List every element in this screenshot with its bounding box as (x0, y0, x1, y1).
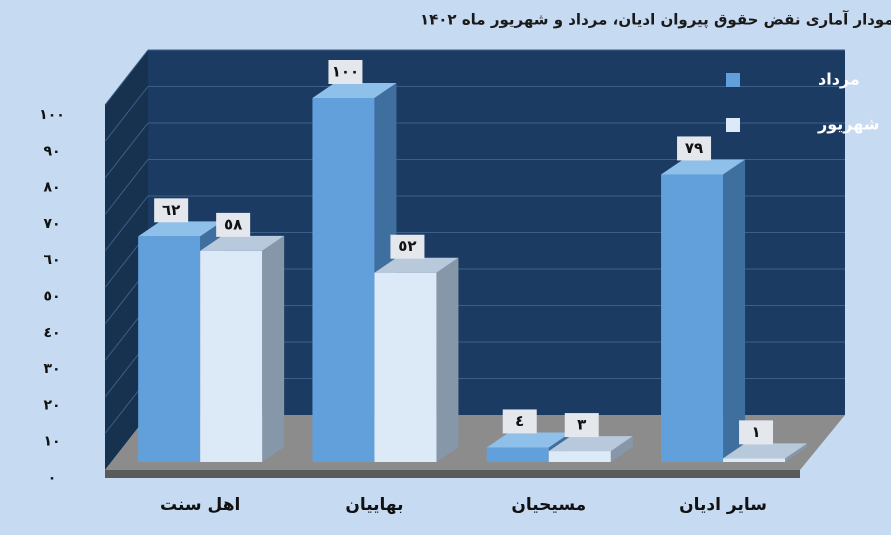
floor-edge (105, 470, 800, 478)
side-grid-line (104, 195, 149, 252)
x-tick-label: سایر ادیان (679, 495, 767, 515)
bar (661, 174, 724, 462)
legend-swatch (726, 118, 740, 132)
bar-top (312, 83, 397, 98)
bar-side (262, 235, 285, 462)
x-tick-label: اهل سنت (160, 495, 240, 515)
floor (105, 415, 845, 470)
bar-side (723, 159, 746, 462)
value-label-box (390, 234, 425, 259)
y-tick-label: ٦٠ (43, 252, 60, 268)
y-tick-label: ٥٠ (43, 289, 60, 305)
y-tick-label: ٣٠ (43, 361, 60, 377)
bar-top (548, 436, 633, 452)
value-label-box (739, 420, 774, 445)
legend-swatch (726, 73, 740, 87)
y-tick-label: ٠ (48, 470, 57, 486)
bar-top (723, 443, 808, 459)
bar (200, 250, 263, 462)
bar-side (785, 443, 808, 462)
value-label: ٦٢ (162, 201, 180, 219)
bar-top (374, 257, 459, 273)
bar (723, 458, 786, 462)
x-tick-label: بهاییان (345, 495, 403, 515)
value-label-box (216, 212, 251, 237)
y-tick-label: ٤٠ (43, 325, 60, 341)
value-label: ٥٨ (224, 215, 242, 233)
chart-title: نمودار آماری نقض حقوق پیروان ادیان، مردا… (420, 11, 891, 30)
bar (138, 236, 201, 462)
value-label: ٤ (515, 412, 524, 430)
y-tick-label: ١٠٠ (39, 107, 65, 123)
y-tick-label: ٩٠ (43, 143, 60, 159)
bar-side (436, 257, 459, 462)
value-label: ٣ (577, 416, 586, 434)
y-tick-label: ٢٠ (43, 397, 60, 413)
bar-side (610, 436, 633, 462)
bar (548, 451, 611, 462)
value-label: ١٠٠ (332, 63, 359, 81)
bar (312, 98, 375, 462)
bar-top (200, 235, 285, 251)
bar-top (486, 432, 571, 448)
bar-top (661, 159, 746, 175)
value-label-box (677, 136, 712, 161)
y-tick-label: ١٠ (43, 434, 60, 450)
value-label-box (502, 409, 537, 434)
value-label: ١ (751, 423, 760, 441)
value-label: ٧٩ (685, 139, 703, 157)
bar (374, 272, 437, 462)
y-tick-label: ٨٠ (43, 180, 60, 196)
value-label-box (154, 198, 189, 223)
legend-label: مرداد (818, 70, 860, 89)
value-label: ٥٢ (398, 237, 416, 255)
side-grid-line (104, 122, 149, 179)
y-tick-label: ٧٠ (43, 216, 60, 232)
side-grid-line (104, 49, 149, 106)
bar (486, 447, 549, 462)
x-tick-label: مسیحیان (511, 495, 586, 515)
side-grid-line (104, 159, 149, 215)
side-grid-line (104, 86, 149, 142)
legend-label: شهریور (817, 115, 880, 134)
value-label-box (564, 413, 599, 438)
value-label-box (328, 60, 363, 84)
bar-top (138, 221, 223, 237)
